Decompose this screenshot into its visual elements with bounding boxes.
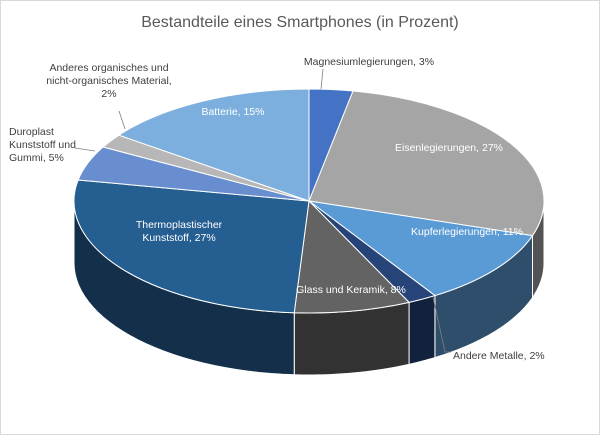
data-label-duroplast: Duroplast Kunststoff und Gummi, 5% — [9, 126, 76, 164]
pie-sides — [73, 200, 545, 376]
chart-title: Bestandteile eines Smartphones (in Proze… — [141, 14, 459, 31]
pie-tops — [73, 88, 545, 314]
data-label-thermoplast: Thermoplastischer Kunststoff, 27% — [136, 219, 223, 244]
data-label-glas: Glass und Keramik, 8% — [296, 284, 406, 296]
data-labels: Magnesiumlegierungen, 3% Eisenlegierungen… — [9, 56, 545, 362]
data-label-eisen: Eisenlegierungen, 27% — [395, 142, 503, 154]
pie-slice-kupfer — [308, 200, 534, 297]
pie-slice-thermoplast — [73, 179, 310, 314]
data-label-magnesium: Magnesiumlegierungen, 3% — [304, 56, 434, 68]
leader-lines — [74, 68, 451, 353]
pie-slice-eisen — [308, 90, 545, 237]
data-label-kupfer: Kupferlegierungen, 11% — [411, 226, 523, 238]
leader-line-anderes-material — [118, 110, 126, 130]
leader-line-andere-metalle — [432, 296, 451, 353]
pie-side-andere-metalle — [408, 294, 436, 365]
leader-line-duroplast — [74, 147, 96, 152]
pie-slice-glas — [293, 199, 411, 314]
data-label-anderes-material: Anderes organisches und nicht-organisches… — [46, 62, 171, 100]
leader-line-magnesium — [320, 68, 324, 90]
data-label-andere-metalle: Andere Metalle, 2% — [453, 350, 545, 362]
pie-slice-batterie — [117, 88, 310, 202]
data-label-batterie: Batterie, 15% — [201, 106, 264, 118]
